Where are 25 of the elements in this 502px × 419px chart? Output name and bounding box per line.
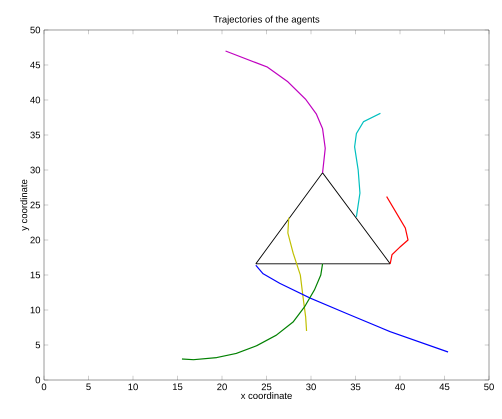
y-tick-label: 0 [36, 376, 40, 384]
y-tick-label: 25 [30, 202, 40, 208]
x-tick-label: 0 [42, 384, 46, 390]
y-tick-label: 45 [30, 62, 40, 68]
y-tick-label: 50 [30, 26, 40, 34]
x-tick-label: 5 [86, 384, 91, 390]
x-tick-label: 30 [306, 384, 316, 390]
y-tick-label: 20 [30, 236, 40, 244]
chart-title: Trajectories of the agents [213, 16, 320, 25]
y-tick-label: 15 [30, 272, 40, 278]
x-tick-label: 15 [172, 384, 182, 390]
x-tick-label: 25 [262, 384, 272, 390]
x-tick-label: 45 [439, 384, 450, 390]
y-tick-label: 40 [30, 96, 40, 104]
x-axis-title: x coordinate [240, 392, 292, 400]
y-tick-label: 30 [30, 166, 40, 174]
x-tick-label: 40 [394, 384, 405, 390]
y-tick-label: 35 [30, 132, 40, 138]
y-axis-title: y coordinate [20, 180, 30, 231]
x-tick-label: 50 [484, 384, 494, 390]
y-tick-label: 10 [30, 306, 40, 314]
y-tick-label: 5 [36, 342, 40, 348]
x-tick-label: 35 [350, 384, 360, 390]
x-tick-label: 10 [128, 384, 138, 390]
x-tick-label: 20 [217, 384, 227, 390]
